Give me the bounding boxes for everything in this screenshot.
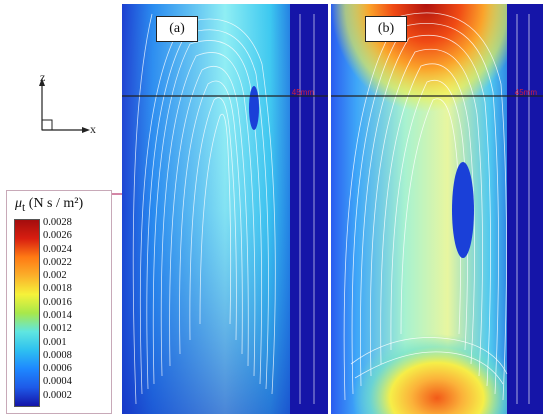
leader-line [110,193,126,195]
panel-a-label: (a) [156,16,198,42]
legend-tick-label: 0.0002 [43,389,72,401]
panel-a: (a) 45mm [122,4,328,414]
panel-b-field [331,4,543,414]
legend-tick-label: 0.0016 [43,296,72,308]
axis-x-label: x [90,122,96,136]
panel-b-label: (b) [365,16,407,42]
axis-arrows-icon [39,78,90,133]
legend-tick-label: 0.0006 [43,363,72,375]
colorbar [14,219,40,407]
legend-tick-label: 0.002 [43,270,67,282]
legend-tick-label: 0.0008 [43,349,72,361]
legend-tick-label: 0.0024 [43,243,72,255]
axis-glyph: z x [30,70,110,140]
legend-tick-label: 0.0012 [43,323,72,335]
legend-tick-label: 0.0028 [43,217,72,228]
legend-units: (N s / m²) [28,196,84,211]
legend-tick-label: 0.0004 [43,376,72,388]
legend-tick-label: 0.0018 [43,283,72,295]
panel-a-field [122,4,328,414]
legend-tick-label: 0.001 [43,336,67,348]
axis-z-label: z [40,70,46,84]
legend-tick-label: 0.0022 [43,256,72,268]
legend-symbol: μ [15,196,23,211]
panel-a-line-label: 45mm [291,88,314,97]
legend-title: μt (N s / m²) [15,196,83,214]
legend-subscript: t [22,200,26,214]
panel-b-line-label: 45mm [514,88,537,97]
panel-b: (b) 45mm [331,4,543,414]
legend-tick-label: 0.0014 [43,310,72,321]
legend-tick-label: 0.0026 [43,230,72,242]
color-legend: μt (N s / m²) 0.0028 0.0026 0.0024 0.0022 0.… [6,190,112,414]
